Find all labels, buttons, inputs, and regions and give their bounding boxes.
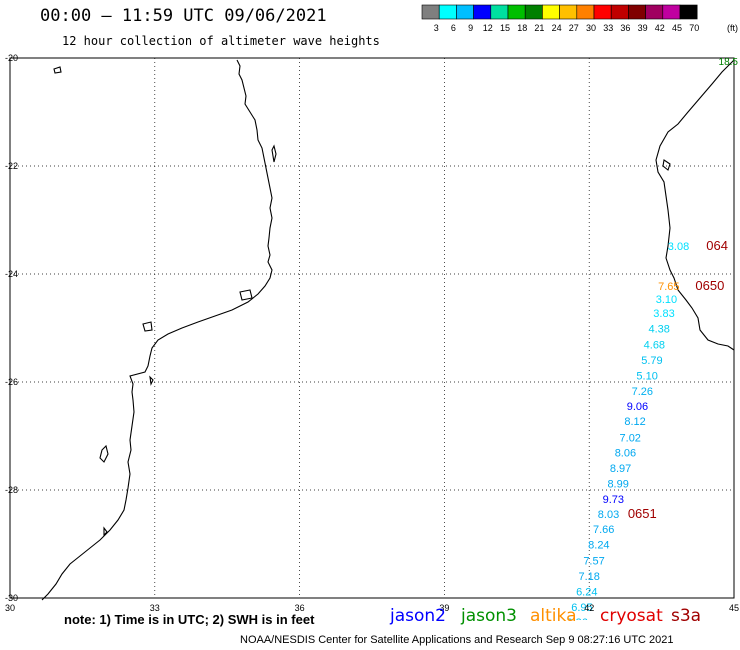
wave-height-value: 3.83 [653, 308, 674, 320]
scale-label: 12 [483, 23, 493, 33]
lat-tick-label: -24 [5, 269, 18, 279]
satellite-label-cryosat: cryosat [600, 606, 663, 626]
scale-label: 9 [468, 23, 473, 33]
map-plot: 3.08 7.653.10 3.83 4.38 4.68 5.79 5.10 7.26 9.06… [5, 53, 739, 620]
wave-height-value: 7.26 [632, 386, 653, 398]
wave-height-value: 6.95 [571, 602, 592, 614]
altimeter-track: 3.08 7.653.10 3.83 4.38 4.68 5.79 5.10 7.26 9.06… [566, 238, 728, 620]
lat-tick-label: -20 [5, 53, 18, 63]
wave-height-value: 3.10 [656, 294, 677, 306]
satellite-label-jason3: jason3 [461, 606, 517, 626]
lon-tick-label: 42 [584, 603, 594, 613]
coastline-africa [41, 59, 277, 601]
lat-tick-label: -22 [5, 161, 18, 171]
wave-height-value: 8.06 [615, 448, 636, 460]
scale-label: 39 [638, 23, 648, 33]
lon-tick-label: 45 [729, 603, 739, 613]
wave-height-value: 7.66 [593, 524, 614, 536]
wave-height-value: 7.57 [583, 556, 604, 568]
wave-height-value: 5.79 [641, 355, 662, 367]
scale-label: 24 [552, 23, 562, 33]
lon-tick-label: 30 [5, 603, 15, 613]
wave-height-value: 9.06 [627, 401, 648, 413]
scale-label: 36 [620, 23, 630, 33]
scale-label: 6 [451, 23, 456, 33]
wave-height-color-scale: 3 6 9 12 15 18 21 24 27 30 33 36 39 42 45 70 (ft) [421, 4, 738, 33]
scale-label: 70 [689, 23, 699, 33]
map-subtitle: 12 hour collection of altimeter wave hei… [62, 34, 380, 48]
wave-height-value: 8.24 [588, 539, 609, 551]
scale-unit: (ft) [727, 23, 738, 33]
wave-height-value: 9.73 [603, 494, 624, 506]
wave-height-value: 5.10 [636, 370, 657, 382]
coastline-madagascar [655, 59, 735, 351]
wave-height-value: 8.12 [624, 416, 645, 428]
satellite-label-altika: altika [530, 606, 577, 626]
pass-label: 0650 [695, 278, 724, 293]
scale-swatch [679, 4, 698, 20]
wave-height-value: 7.18 [578, 571, 599, 583]
wave-height-value: 7.02 [620, 432, 641, 444]
wave-height-value: 6.24 [576, 586, 597, 598]
wave-height-value: 4.68 [644, 340, 665, 352]
lon-tick-label: 33 [150, 603, 160, 613]
wave-height-value: 7.65 [658, 281, 679, 293]
map-frame [9, 57, 735, 599]
scale-label: 42 [655, 23, 665, 33]
scale-label: 18 [517, 23, 527, 33]
lat-tick-label: -30 [5, 593, 18, 603]
wave-height-value: 4.38 [648, 323, 669, 335]
lat-lon-gridlines [9, 57, 735, 599]
lon-tick-label: 36 [295, 603, 305, 613]
wave-height-value: 3.08 [668, 241, 689, 253]
lat-tick-label: -28 [5, 485, 18, 495]
scale-label: 21 [534, 23, 544, 33]
scale-label: 3 [434, 23, 439, 33]
wave-height-value: 6.36 [566, 617, 587, 620]
scale-label: 30 [586, 23, 596, 33]
scale-label: 45 [672, 23, 682, 33]
satellite-label-jason2: jason2 [390, 606, 446, 626]
lon-tick-label: 39 [439, 603, 449, 613]
map-title: 00:00 – 11:59 UTC 09/06/2021 [40, 6, 327, 26]
scale-label: 33 [603, 23, 613, 33]
pass-label: 0651 [628, 506, 657, 521]
scale-label: 15 [500, 23, 510, 33]
wave-height-value: 8.99 [607, 478, 628, 490]
satellite-label-s3a: s3a [671, 606, 702, 626]
lat-tick-label: -26 [5, 377, 18, 387]
wave-height-value: 8.03 [598, 509, 619, 521]
footer-note: note: 1) Time is in UTC; 2) SWH is in fe… [64, 612, 315, 627]
wave-height-value: 8.97 [610, 463, 631, 475]
corner-value: 18.5 [719, 57, 739, 68]
pass-label: 064 [706, 238, 728, 253]
scale-label: 27 [569, 23, 579, 33]
footer-credit: NOAA/NESDIS Center for Satellite Applica… [240, 634, 674, 646]
